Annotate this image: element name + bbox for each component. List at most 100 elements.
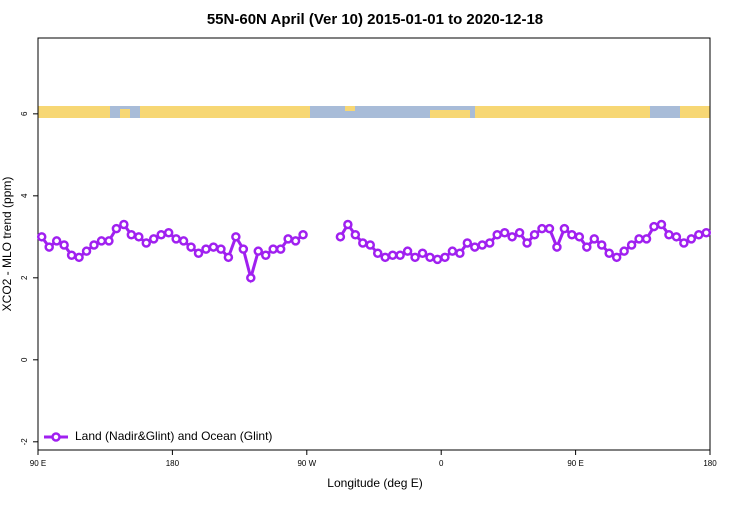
data-point [656, 219, 667, 230]
land-band [120, 109, 130, 118]
data-point [589, 234, 600, 244]
chart-title: 55N-60N April (Ver 10) 2015-01-01 to 202… [207, 11, 543, 28]
data-point [484, 238, 495, 248]
data-point [238, 244, 249, 254]
plot-frame [37, 37, 711, 451]
data-point [290, 236, 301, 246]
y-axis-title: XCO2 - MLO trend (ppm) [0, 177, 14, 312]
data-point [395, 250, 405, 261]
data-point [440, 252, 450, 263]
data-point [89, 240, 99, 250]
data-point [649, 221, 659, 232]
x-axis-title: Longitude (deg E) [327, 476, 422, 490]
data-point [447, 246, 458, 256]
data-point [246, 273, 256, 283]
data-point [537, 223, 547, 234]
data-point [335, 232, 346, 242]
data-point [552, 242, 562, 252]
map-strip [38, 106, 710, 118]
data-point [529, 230, 540, 240]
data-point [119, 219, 129, 230]
x-tick-label: 180 [166, 459, 180, 468]
data-point [253, 246, 264, 256]
data-point [701, 227, 712, 238]
data-point [141, 238, 152, 248]
data-point [567, 230, 577, 240]
data-point [559, 223, 570, 234]
data-point [343, 219, 353, 230]
data-point [201, 244, 211, 254]
data-point [283, 234, 293, 244]
data-point [193, 248, 204, 258]
data-point [694, 230, 704, 240]
data-point [171, 234, 181, 244]
legend-marker [51, 432, 61, 442]
data-point [522, 238, 532, 248]
land-band [140, 106, 310, 118]
data-point [126, 230, 137, 240]
data-point [148, 234, 159, 244]
data-point [611, 252, 622, 263]
data-point [365, 240, 376, 250]
land-band [38, 106, 110, 118]
data-point [686, 234, 697, 244]
data-point [425, 252, 435, 263]
data-point [619, 246, 629, 256]
x-tick-label: 90 W [297, 459, 316, 468]
data-point [96, 236, 107, 246]
x-tick-label: 180 [703, 459, 717, 468]
data-point [626, 240, 637, 250]
data-point [275, 244, 286, 254]
data-point [604, 248, 614, 258]
data-point [298, 230, 308, 240]
data-point [492, 230, 502, 240]
data-point [156, 230, 166, 240]
land-band [345, 106, 355, 111]
data-point [350, 230, 361, 240]
data-point [455, 248, 465, 258]
data-point [223, 252, 234, 263]
x-tick-label: 90 E [567, 459, 583, 468]
y-tick-label: -2 [20, 438, 29, 446]
data-point [74, 252, 84, 263]
data-point [178, 236, 189, 246]
x-tick-label: 90 E [30, 459, 46, 468]
y-tick-label: 6 [20, 111, 29, 116]
data-point [470, 242, 480, 252]
data-point [260, 250, 271, 261]
y-tick-label: 0 [20, 357, 29, 362]
data-point [216, 244, 226, 254]
data-point [51, 236, 62, 246]
x-tick-label: 0 [439, 459, 444, 468]
data-point [634, 234, 644, 244]
data-point [387, 250, 398, 261]
data-point [596, 240, 607, 250]
data-point [358, 238, 368, 248]
data-point [514, 227, 525, 238]
data-point [380, 252, 390, 263]
data-point [410, 252, 420, 263]
data-point [641, 234, 652, 244]
data-point [36, 232, 47, 242]
land-band [430, 110, 470, 118]
data-point [499, 227, 510, 238]
data-point [44, 242, 54, 252]
data-point [104, 236, 114, 246]
data-point [462, 238, 473, 248]
data-point [186, 242, 196, 252]
legend-label: Land (Nadir&Glint) and Ocean (Glint) [75, 429, 272, 443]
data-point [671, 232, 682, 242]
land-band [475, 106, 650, 118]
y-tick-label: 4 [20, 193, 29, 198]
data-point [134, 232, 144, 242]
data-point [59, 240, 69, 250]
data-point [111, 223, 122, 234]
data-point [544, 223, 555, 234]
data-point [208, 242, 219, 252]
data-point [507, 232, 517, 242]
data-point [432, 254, 443, 265]
data-point [268, 244, 278, 254]
data-point [81, 246, 92, 256]
data-point [582, 242, 592, 252]
